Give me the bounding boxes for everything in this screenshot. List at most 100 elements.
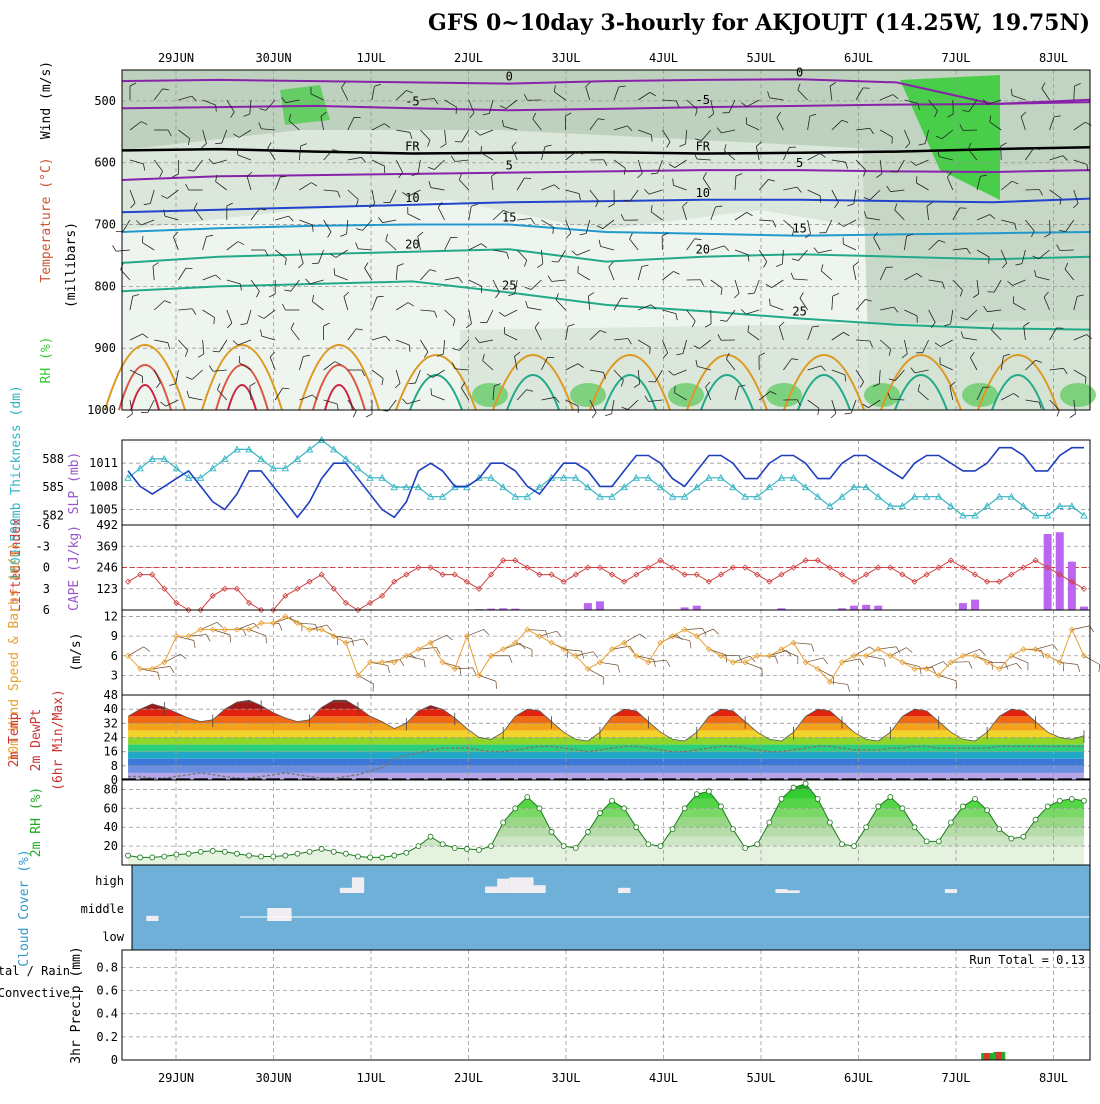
rh-band — [122, 780, 1090, 789]
li-tick: 0 — [43, 561, 50, 575]
li-tick: -6 — [36, 518, 50, 532]
rh-point — [622, 806, 627, 811]
precip-tick: 0.6 — [96, 984, 118, 998]
rh-point — [525, 795, 530, 800]
rh-point — [1021, 834, 1026, 839]
rh-point — [900, 806, 905, 811]
date-label-top: 8JUL — [1039, 51, 1068, 65]
wind-barb-flag — [113, 245, 117, 251]
li-tick: 3 — [43, 582, 50, 596]
wind-barb-flag — [366, 414, 372, 417]
date-label-bottom: 29JUN — [158, 1071, 194, 1085]
rh-point — [489, 844, 494, 849]
wind-10m-barb-flag — [156, 672, 160, 679]
rh-point — [198, 849, 203, 854]
rh-point — [864, 825, 869, 830]
wind-10m-barb-staff — [890, 648, 906, 656]
rh-point — [960, 804, 965, 809]
cloud-cell-high — [618, 888, 630, 893]
isotherm-label: 15 — [792, 222, 806, 236]
isotherm-label: 10 — [696, 186, 710, 200]
wind-10m-barb-flag — [811, 644, 815, 651]
wind-10m-barb-flag — [264, 636, 269, 644]
pressure-tick: 600 — [94, 156, 116, 170]
wind-10m-barb-flag — [969, 662, 972, 669]
slp-axis-label: SLP (mb) — [67, 452, 82, 515]
wind-10m-barb-flag — [617, 665, 621, 672]
wind-10m-barb-flag — [447, 634, 453, 642]
wind-10m-barb-staff — [806, 658, 823, 662]
wind-10m-barb — [175, 636, 197, 648]
wind-10m-barb-flag — [1061, 664, 1067, 672]
wind-10m-barb-staff — [745, 662, 762, 668]
cloud-cell-high — [521, 877, 533, 893]
wind-10m-barb-flag — [206, 634, 210, 641]
rh-point — [476, 847, 481, 852]
wind-10m-barb-flag — [400, 659, 404, 666]
wind-10m-barb-flag — [557, 630, 562, 638]
wind-10m-barb — [999, 662, 1021, 675]
wind-10m-barb — [405, 656, 427, 668]
pressure-unit-label: (millibars) — [64, 222, 79, 308]
cloud-level-low: low — [102, 930, 124, 944]
cloud-cell-middle — [267, 908, 279, 921]
wind-10m-barb-flag — [882, 659, 886, 666]
wind-10m-barb-flag — [688, 641, 693, 649]
wind-10m-barb-flag — [652, 660, 656, 667]
rh-band — [122, 846, 1090, 865]
date-label-bottom: 7JUL — [942, 1071, 971, 1085]
cloud-cell-high — [497, 879, 509, 893]
wind-barb-flag — [1055, 410, 1061, 416]
wind-10m-barb-flag — [847, 684, 851, 691]
rh-point — [876, 804, 881, 809]
rh-band — [122, 818, 1090, 827]
rh-point — [331, 849, 336, 854]
rh-point — [973, 796, 978, 801]
isotherm-label: -5 — [405, 94, 419, 108]
date-label-top: 2JUL — [454, 51, 483, 65]
rh-point — [1069, 796, 1074, 801]
rh-point — [912, 825, 917, 830]
wind-10m-barb-staff — [406, 656, 424, 660]
wind-10m-barb-staff — [346, 639, 364, 643]
temp-tick: 32 — [104, 716, 118, 730]
wind-10m-barb-flag — [180, 653, 186, 661]
rh-point — [815, 796, 820, 801]
wind-barb-flag — [351, 411, 358, 417]
cape-tick: 123 — [96, 582, 118, 596]
pressure-tick: 500 — [94, 94, 116, 108]
rh-point — [307, 849, 312, 854]
wind-10m-barb-flag — [860, 658, 864, 665]
wind-10m-barb-staff — [1084, 656, 1100, 665]
rh-point — [1033, 817, 1038, 822]
rh-point — [924, 839, 929, 844]
temp-band — [122, 759, 1090, 766]
rh-point — [1045, 804, 1050, 809]
rh-point — [295, 851, 300, 856]
cloud-cell-high — [340, 888, 352, 893]
wind-10m-barb-flag — [494, 681, 499, 689]
cloud-level-high: high — [95, 874, 124, 888]
rh-point — [985, 808, 990, 813]
rh-point — [1081, 798, 1086, 803]
precip-total-axis-label: Total / Rain — [0, 964, 70, 978]
rh-point — [682, 806, 687, 811]
rh-point — [610, 798, 615, 803]
rh-point — [537, 806, 542, 811]
isotherm-label: 0 — [796, 65, 803, 79]
temp-band — [122, 709, 1090, 716]
slp-tick: 1008 — [89, 479, 118, 493]
wind-10m-barb-flag — [509, 656, 512, 663]
rh-point — [416, 844, 421, 849]
rh-point — [259, 854, 264, 859]
rh-tick: 60 — [104, 801, 118, 815]
rh-blob — [766, 383, 802, 407]
wind-10m-barb-staff — [697, 629, 714, 636]
rh-tick: 20 — [104, 839, 118, 853]
wind-10m-barb-staff — [902, 662, 919, 666]
rh-point — [585, 829, 590, 834]
wind-10m-barb — [937, 675, 959, 688]
rh-point — [706, 789, 711, 794]
wind-10m-barb-staff — [467, 629, 484, 636]
